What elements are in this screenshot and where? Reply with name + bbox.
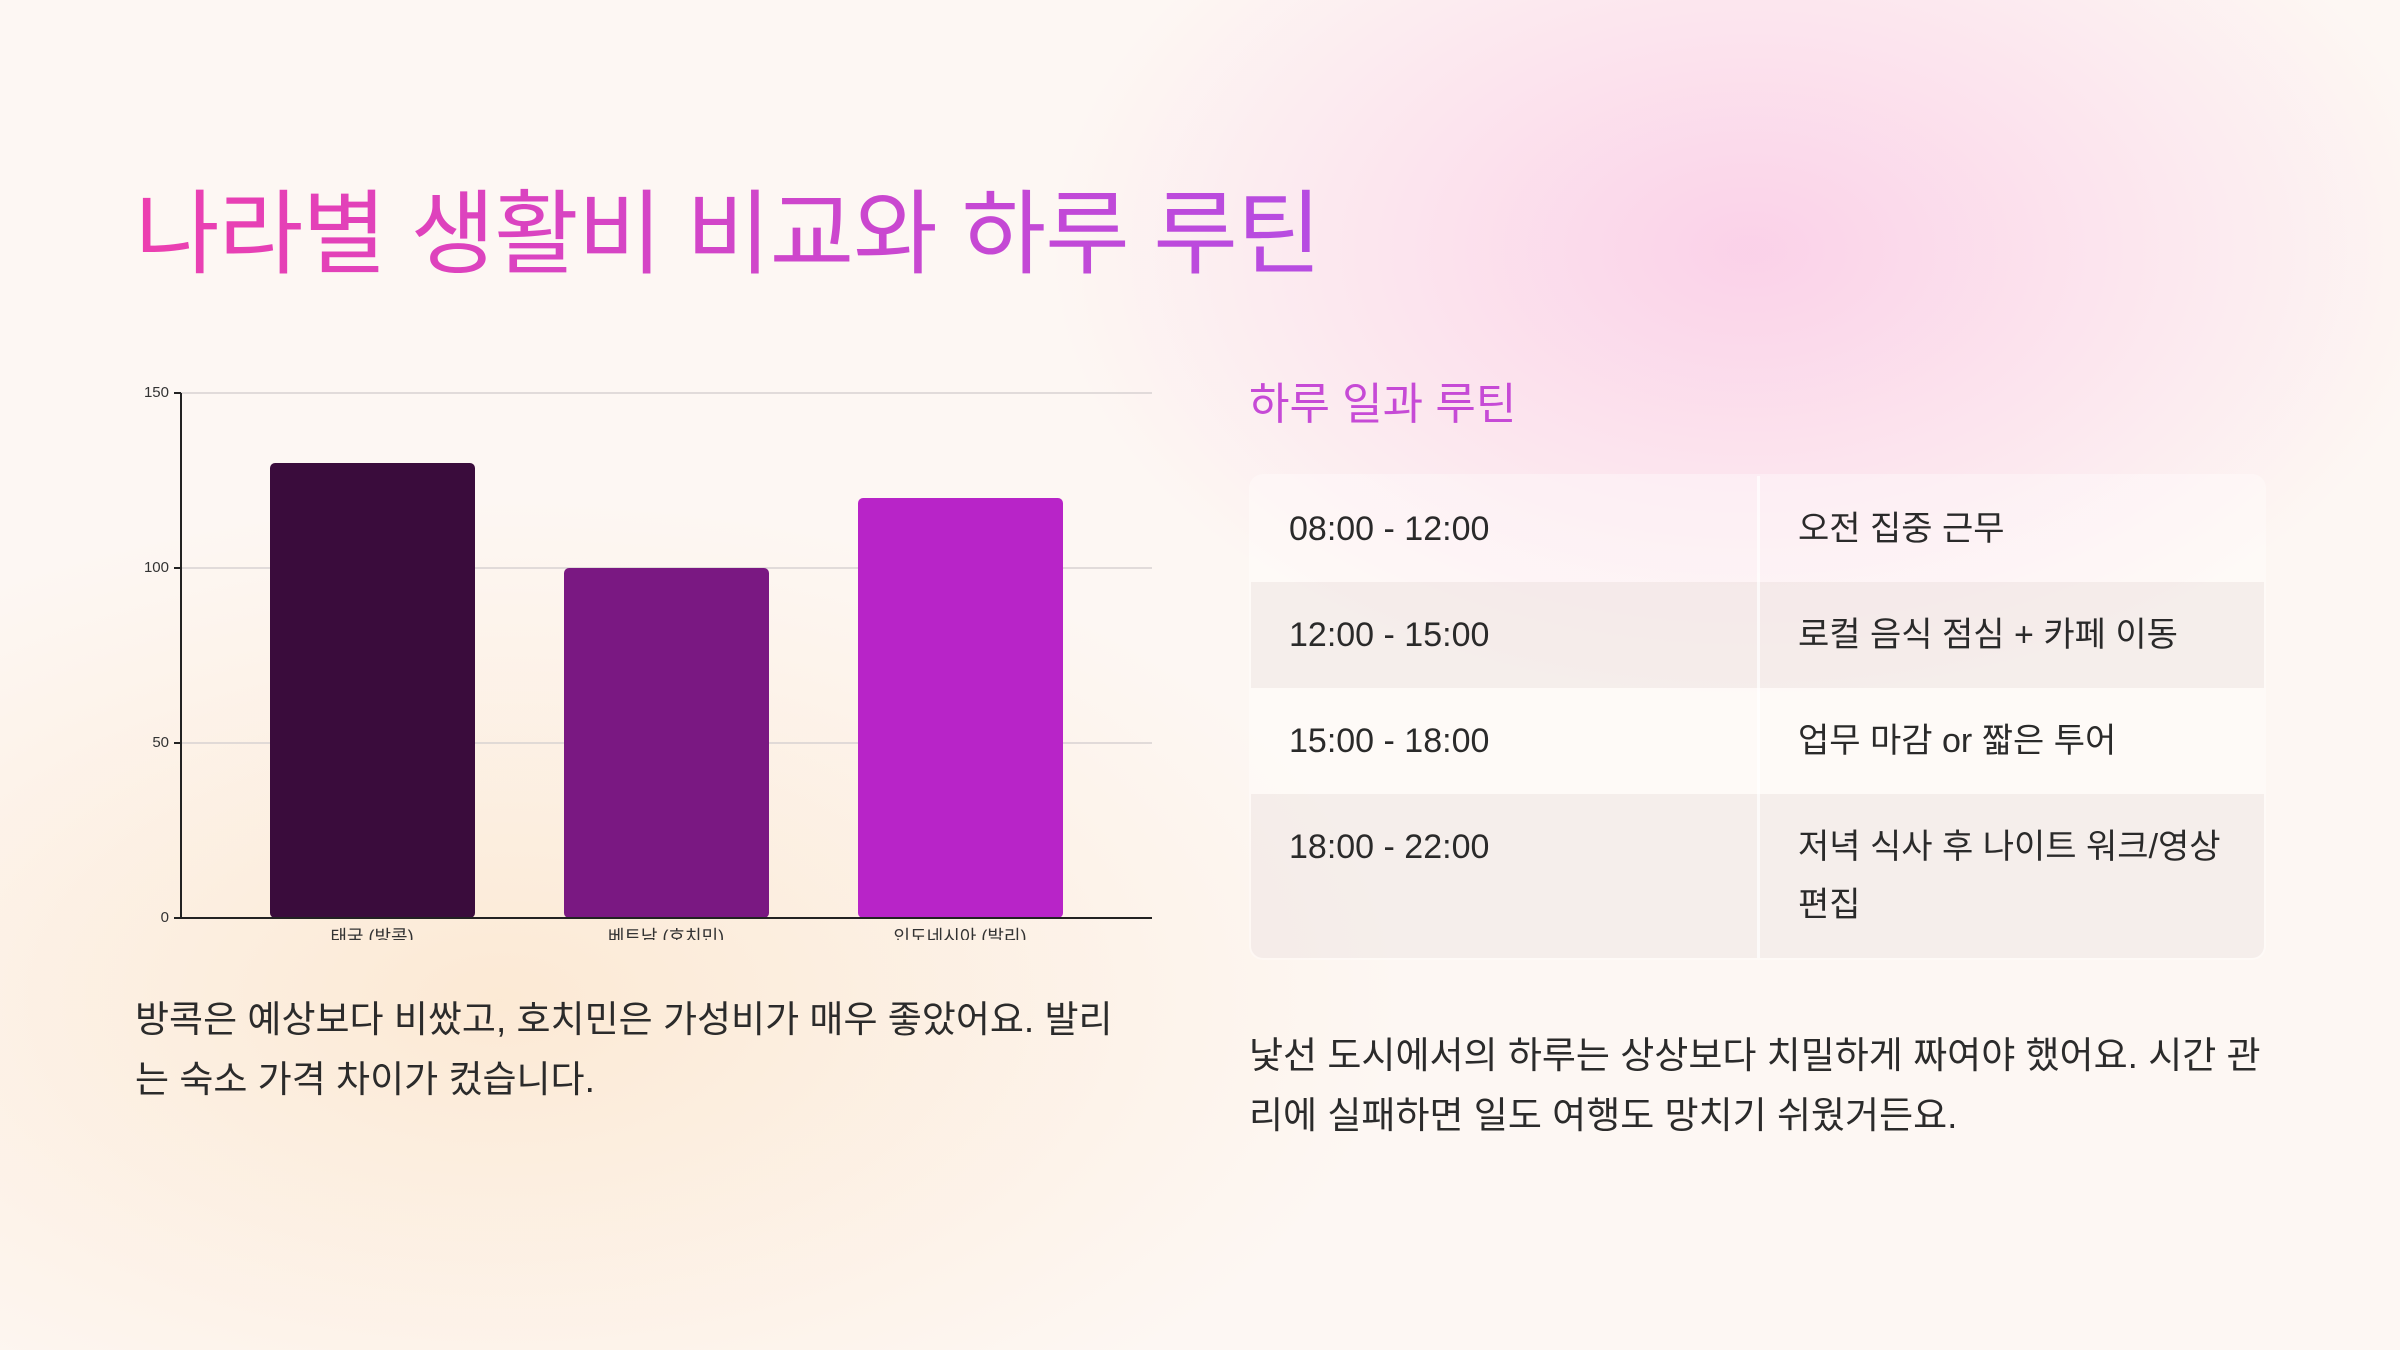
routine-row: 15:00 - 18:00 업무 마감 or 짧은 투어 bbox=[1251, 688, 2264, 794]
activity: 오전 집중 근무 bbox=[1798, 510, 2005, 548]
activity: 저녁 식사 후 나이트 워크/영상 편집 bbox=[1798, 828, 2221, 924]
y-tick-label: 150 bbox=[144, 384, 169, 401]
time: 15:00 - 18:00 bbox=[1251, 688, 1760, 794]
bar bbox=[858, 498, 1063, 918]
activity: 로컬 음식 점심 + 카페 이동 bbox=[1798, 616, 2178, 654]
routine-row: 08:00 - 12:00 오전 집중 근무 bbox=[1251, 476, 2264, 582]
activity: 업무 마감 or 짧은 투어 bbox=[1798, 722, 2117, 760]
bar bbox=[270, 463, 475, 918]
page-title: 나라별 생활비 비교와 하루 루틴 bbox=[135, 160, 1322, 293]
x-tick-label: 베트남 (호치민) bbox=[608, 927, 724, 940]
routine-row: 12:00 - 15:00 로컬 음식 점심 + 카페 이동 bbox=[1251, 582, 2264, 688]
routine-table: 08:00 - 12:00 오전 집중 근무 12:00 - 15:00 로컬 음식 … bbox=[1249, 474, 2266, 960]
x-tick-label: 인도네시아 (발리) bbox=[894, 927, 1027, 940]
chart: 0 50 100 150 태국 (방콕) 베트남 (호치민) 인도네시아 (발리) bbox=[144, 384, 1152, 940]
x-tick-label: 태국 (방콕) bbox=[330, 927, 413, 940]
routine-caption: 낯선 도시에서의 하루는 상상보다 치밀하게 짜여야 했어요. 시간 관리에 실… bbox=[1249, 1035, 2261, 1136]
chart-caption: 방콕은 예상보다 비쌌고, 호치민은 가성비가 매우 좋았어요. 발리는 숙소 … bbox=[135, 999, 1113, 1100]
time: 18:00 - 22:00 bbox=[1251, 794, 1760, 958]
bar bbox=[564, 568, 769, 918]
time: 12:00 - 15:00 bbox=[1251, 582, 1760, 688]
routine-row: 18:00 - 22:00 저녁 식사 후 나이트 워크/영상 편집 bbox=[1251, 794, 2264, 958]
time: 08:00 - 12:00 bbox=[1251, 476, 1760, 582]
y-tick-label: 100 bbox=[144, 559, 169, 576]
y-tick-label: 0 bbox=[161, 909, 169, 926]
routine-title: 하루 일과 루틴 bbox=[1249, 380, 1517, 429]
y-tick-label: 50 bbox=[152, 734, 169, 751]
